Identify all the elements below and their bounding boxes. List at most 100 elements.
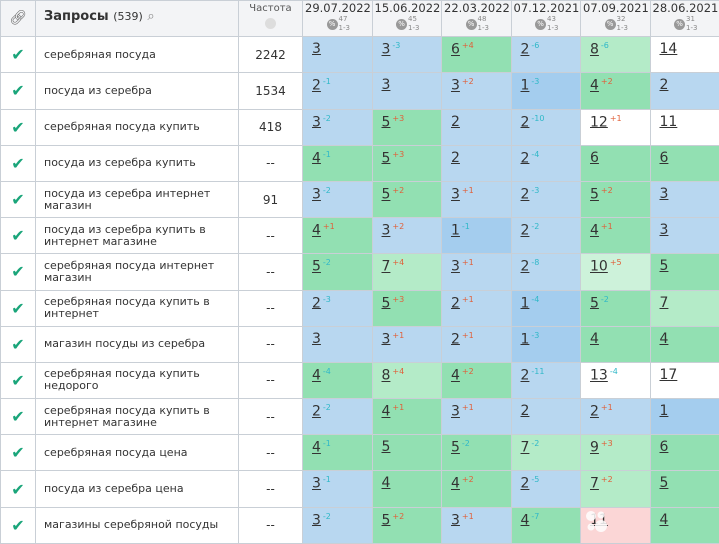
position-link[interactable]: 5 (451, 440, 460, 456)
position-link[interactable]: 6 (590, 150, 599, 166)
position-link[interactable]: 10 (590, 259, 608, 275)
position-link[interactable]: 1 (660, 403, 669, 419)
position-link[interactable]: 3 (312, 114, 321, 130)
position-link[interactable]: 2 (521, 42, 530, 58)
position-link[interactable]: 1 (521, 78, 530, 94)
position-link[interactable]: 2 (451, 295, 460, 311)
globe-icon[interactable] (265, 18, 276, 29)
position-link[interactable]: 4 (660, 512, 669, 528)
position-link[interactable]: 4 (590, 78, 599, 94)
position-link[interactable]: 3 (312, 512, 321, 528)
row-checkbox[interactable]: ✔ (1, 326, 36, 362)
position-link[interactable]: 3 (312, 41, 321, 57)
position-link[interactable]: 2 (521, 403, 530, 419)
position-link[interactable]: 6 (660, 439, 669, 455)
position-link[interactable]: 5 (660, 258, 669, 274)
position-link[interactable]: 8 (382, 368, 391, 384)
position-link[interactable]: 4 (451, 476, 460, 492)
position-link[interactable]: 2 (521, 150, 530, 166)
position-link[interactable]: 1 (451, 223, 460, 239)
queries-header[interactable]: Запросы (539) ⌕ (36, 1, 239, 37)
position-link[interactable]: 2 (660, 77, 669, 93)
position-link[interactable]: 5 (382, 512, 391, 528)
position-link[interactable]: 4 (590, 223, 599, 239)
position-link[interactable]: 2 (521, 476, 530, 492)
row-checkbox[interactable]: ✔ (1, 145, 36, 181)
row-checkbox[interactable]: ✔ (1, 37, 36, 73)
position-link[interactable]: 12 (590, 114, 608, 130)
position-link[interactable]: 3 (451, 187, 460, 203)
position-link[interactable]: 3 (382, 331, 391, 347)
row-checkbox[interactable]: ✔ (1, 109, 36, 145)
position-link[interactable]: 5 (382, 439, 391, 455)
position-link[interactable]: 4 (312, 440, 321, 456)
position-link[interactable]: 17 (660, 367, 678, 383)
position-link[interactable]: 2 (312, 404, 321, 420)
position-link[interactable]: 5 (590, 187, 599, 203)
position-link[interactable]: 4 (451, 368, 460, 384)
position-link[interactable]: 2 (521, 368, 530, 384)
position-link[interactable]: 3 (312, 187, 321, 203)
position-link[interactable]: 9 (590, 440, 599, 456)
position-link[interactable]: 5 (660, 475, 669, 491)
position-link[interactable]: 4 (312, 223, 321, 239)
position-link[interactable]: 4 (660, 331, 669, 347)
row-checkbox[interactable]: ✔ (1, 435, 36, 471)
position-link[interactable]: 4 (521, 512, 530, 528)
position-link[interactable]: 3 (382, 42, 391, 58)
position-link[interactable]: 2 (521, 187, 530, 203)
position-link[interactable]: 8 (590, 42, 599, 58)
position-link[interactable]: 3 (451, 512, 460, 528)
position-link[interactable]: 5 (590, 295, 599, 311)
row-checkbox[interactable]: ✔ (1, 399, 36, 435)
row-checkbox[interactable]: ✔ (1, 181, 36, 217)
position-link[interactable]: 2 (312, 295, 321, 311)
row-checkbox[interactable]: ✔ (1, 362, 36, 398)
position-link[interactable]: 7 (590, 476, 599, 492)
position-link[interactable]: 11 (660, 114, 678, 130)
position-link[interactable]: 3 (451, 78, 460, 94)
position-link[interactable]: 3 (660, 186, 669, 202)
position-link[interactable]: 1 (521, 331, 530, 347)
link-column-header[interactable]: 🔗︎ (1, 1, 36, 37)
position-link[interactable]: 4 (590, 331, 599, 347)
row-checkbox[interactable]: ✔ (1, 218, 36, 254)
row-checkbox[interactable]: ✔ (1, 290, 36, 326)
position-link[interactable]: 2 (312, 78, 321, 94)
row-checkbox[interactable]: ✔ (1, 254, 36, 290)
position-link[interactable]: 3 (451, 259, 460, 275)
position-link[interactable]: 3 (312, 331, 321, 347)
position-link[interactable]: 4 (312, 368, 321, 384)
position-link[interactable]: 5 (382, 114, 391, 130)
frequency-header[interactable]: Частота (239, 1, 303, 37)
position-link[interactable]: 1 (521, 295, 530, 311)
position-link[interactable]: 4 (382, 404, 391, 420)
search-icon[interactable]: ⌕ (147, 9, 154, 24)
row-checkbox[interactable]: ✔ (1, 73, 36, 109)
position-link[interactable]: 2 (451, 114, 460, 130)
position-link[interactable]: 3 (451, 404, 460, 420)
position-link[interactable]: 3 (382, 77, 391, 93)
position-link[interactable]: 5 (382, 187, 391, 203)
position-link[interactable]: 3 (660, 222, 669, 238)
position-link[interactable]: 5 (382, 295, 391, 311)
position-link[interactable]: 7 (521, 440, 530, 456)
position-link[interactable]: 3 (382, 223, 391, 239)
position-link[interactable]: 4 (382, 475, 391, 491)
position-link[interactable]: 4 (312, 150, 321, 166)
row-checkbox[interactable]: ✔ (1, 507, 36, 543)
position-link[interactable]: 7 (660, 295, 669, 311)
position-link[interactable]: 2 (521, 114, 530, 130)
position-link[interactable]: 2 (590, 404, 599, 420)
position-link[interactable]: 5 (312, 259, 321, 275)
position-link[interactable]: 13 (590, 368, 608, 384)
position-link[interactable]: 5 (382, 150, 391, 166)
position-link[interactable]: 6 (451, 42, 460, 58)
position-link[interactable]: 3 (312, 476, 321, 492)
position-link[interactable]: 2 (521, 259, 530, 275)
position-link[interactable]: 14 (660, 41, 678, 57)
